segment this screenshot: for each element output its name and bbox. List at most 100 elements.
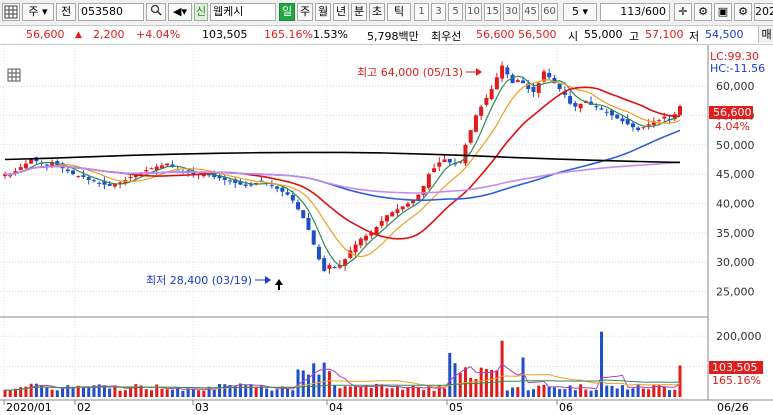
- cross-icon[interactable]: ✛: [674, 3, 692, 21]
- candle-body: [337, 265, 342, 268]
- candle-body: [678, 106, 682, 115]
- hc-label: HC:-11.56: [710, 62, 765, 75]
- candle-body: [322, 258, 327, 271]
- minute-3[interactable]: 3: [431, 3, 446, 21]
- volume-tick-label: 200,000: [716, 330, 762, 343]
- candle-body: [384, 215, 389, 222]
- volume-bar: [552, 387, 556, 397]
- candle-body: [112, 184, 117, 187]
- volume-bar: [516, 387, 520, 397]
- volume-bar: [165, 389, 169, 397]
- ma240-line: [4, 151, 681, 164]
- date-tick-label: 04: [329, 401, 343, 414]
- candle-body: [526, 83, 531, 90]
- max-arrow-icon: [476, 68, 482, 76]
- candle-body: [599, 108, 604, 110]
- candle-body: [620, 118, 625, 122]
- price-tick-label: 25,000: [716, 286, 755, 299]
- volume-bar: [155, 384, 159, 397]
- volume-bar: [526, 390, 530, 397]
- candle-body: [29, 159, 34, 164]
- volume-rate: 165.16%: [264, 28, 313, 41]
- volume-bar: [657, 385, 661, 397]
- date-field[interactable]: 202: [754, 3, 773, 21]
- volume-bar: [265, 388, 269, 397]
- volume-bar: [416, 387, 420, 397]
- candle-body: [442, 159, 447, 163]
- price-tag: 56,600: [713, 106, 752, 119]
- period-second[interactable]: 초: [369, 3, 385, 21]
- volume-bar: [537, 385, 541, 397]
- prefix-toggle[interactable]: 전: [56, 3, 76, 21]
- candle-body: [662, 116, 667, 119]
- market-select[interactable]: 주 ▾: [22, 3, 54, 21]
- save-icon[interactable]: ▣: [714, 3, 732, 21]
- candle-body: [557, 83, 562, 90]
- minute-30[interactable]: 30: [503, 3, 520, 21]
- unit-select[interactable]: 5 ▾: [563, 3, 597, 21]
- speaker-icon[interactable]: ◀▾: [168, 3, 192, 21]
- min-arrow-icon: [265, 276, 271, 284]
- minute-45[interactable]: 45: [522, 3, 539, 21]
- candle-body: [395, 209, 400, 214]
- volume-bar: [181, 390, 185, 397]
- volume-bar: [343, 386, 347, 397]
- candle-body: [552, 78, 557, 84]
- minute-5[interactable]: 5: [448, 3, 463, 21]
- minute-15[interactable]: 15: [484, 3, 501, 21]
- count-field[interactable]: 113/600: [600, 3, 670, 21]
- period-day[interactable]: 일: [279, 3, 295, 21]
- volume-bar: [197, 390, 201, 397]
- period-week[interactable]: 주: [297, 3, 313, 21]
- volume-bar: [244, 385, 248, 397]
- volume-bar: [296, 369, 300, 397]
- volume-bar: [448, 352, 452, 397]
- volume-bar: [558, 389, 562, 397]
- candle-body: [515, 80, 520, 83]
- stock-code-input[interactable]: 053580: [78, 3, 144, 21]
- stock-name-field[interactable]: 웹케시: [210, 3, 276, 21]
- candle-body: [201, 174, 206, 177]
- volume-bar: [380, 384, 384, 397]
- volume-bar: [385, 388, 389, 397]
- volume-bar: [432, 390, 436, 397]
- minute-1[interactable]: 1: [414, 3, 429, 21]
- period-year[interactable]: 년: [333, 3, 349, 21]
- candle-body: [81, 175, 86, 178]
- period-tick[interactable]: 틱: [387, 3, 411, 21]
- settings-icon[interactable]: ⚙: [694, 3, 712, 21]
- volume-bar: [66, 385, 70, 397]
- candle-body: [254, 182, 259, 184]
- date-tick-label: 2020/01: [6, 401, 52, 414]
- candle-body: [86, 177, 91, 180]
- period-minute[interactable]: 분: [351, 3, 367, 21]
- candle-body: [107, 184, 112, 186]
- volume-bar: [615, 388, 619, 397]
- period-month[interactable]: 월: [315, 3, 331, 21]
- candle-body: [3, 174, 7, 176]
- volpct-tag: 165.16%: [712, 374, 761, 387]
- candle-body: [432, 168, 437, 172]
- quote-bar: 56,600 ▲ 2,200 +4.04% 103,505 165.16% 1.…: [0, 26, 773, 45]
- minute-10[interactable]: 10: [465, 3, 482, 21]
- grid-icon[interactable]: [2, 3, 20, 21]
- volume-bar: [202, 390, 206, 397]
- stock-chart[interactable]: 100,000200,000 25,00030,00035,00040,0004…: [0, 45, 773, 415]
- volume-bar: [641, 388, 645, 397]
- gear-icon[interactable]: ⚙: [734, 3, 752, 21]
- date-tick-label: 02: [77, 401, 91, 414]
- candle-body: [327, 265, 332, 269]
- vol-tag-bg: [709, 361, 763, 374]
- candle-body: [348, 250, 353, 258]
- minute-60[interactable]: 60: [541, 3, 558, 21]
- trade-button[interactable]: 매: [758, 26, 773, 43]
- volume-bar: [584, 389, 588, 397]
- candle-body: [657, 120, 662, 122]
- volume-bar: [19, 387, 23, 397]
- candle-body: [311, 230, 316, 245]
- volume-bar: [369, 387, 373, 397]
- search-icon[interactable]: [146, 3, 166, 21]
- open-label: 시: [568, 30, 579, 43]
- chart-grid-icon[interactable]: [7, 68, 21, 82]
- candle-body: [536, 83, 541, 93]
